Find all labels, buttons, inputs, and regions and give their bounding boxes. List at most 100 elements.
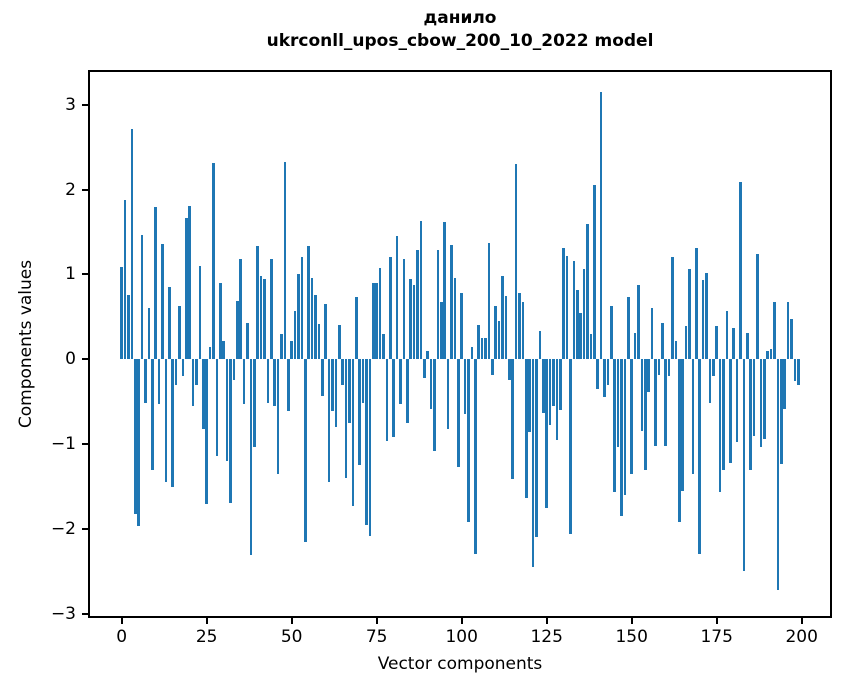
bar-component-132: [569, 359, 572, 535]
x-tick-label-150: 150: [615, 627, 648, 647]
bar-component-90: [426, 350, 430, 360]
x-axis-label: Vector components: [377, 654, 543, 674]
bar-component-172: [705, 272, 708, 360]
bar-component-125: [545, 359, 549, 508]
bar-component-19: [184, 217, 188, 360]
bar-component-68: [351, 359, 355, 507]
bar-component-136: [582, 269, 586, 360]
bar-component-157: [654, 359, 657, 446]
bar-component-11: [157, 359, 161, 405]
bar-component-118: [521, 302, 525, 360]
bar-component-164: [677, 359, 681, 523]
bar-component-91: [429, 359, 433, 410]
bar-component-122: [535, 359, 538, 538]
bar-component-103: [470, 346, 474, 360]
bar-component-129: [558, 359, 562, 411]
bar-component-196: [786, 301, 790, 360]
plot-area: [88, 70, 832, 618]
bar-component-18: [181, 359, 185, 377]
bar-component-94: [439, 302, 443, 360]
bar-component-179: [728, 359, 732, 463]
bar-component-193: [776, 359, 780, 590]
bar-component-199: [796, 359, 800, 385]
x-tick-mark-50: [290, 618, 293, 624]
bar-component-180: [732, 327, 736, 360]
bar-component-4: [133, 359, 137, 514]
bar-component-16: [174, 359, 178, 385]
bar-component-81: [395, 236, 399, 360]
bar-component-38: [249, 359, 253, 556]
bar-component-29: [218, 282, 222, 360]
y-tick-label-0: 0: [65, 349, 76, 370]
x-tick-mark-125: [545, 618, 548, 624]
bar-component-176: [718, 359, 722, 493]
bar-component-86: [412, 284, 416, 360]
bar-component-134: [575, 289, 579, 360]
bar-component-124: [541, 359, 545, 413]
bar-component-33: [232, 359, 236, 381]
bar-component-52: [297, 274, 300, 360]
bar-component-111: [497, 321, 501, 360]
bar-component-107: [484, 338, 487, 360]
bar-component-141: [599, 92, 603, 360]
bar-component-195: [783, 359, 787, 410]
bar-component-190: [766, 350, 770, 360]
bar-component-155: [647, 359, 651, 393]
bar-component-2: [127, 294, 130, 360]
bar-component-66: [344, 359, 348, 479]
bar-component-189: [762, 359, 766, 439]
x-tick-mark-150: [630, 618, 633, 624]
y-tick-label--1: −1: [50, 434, 76, 455]
bar-component-109: [490, 359, 494, 375]
y-tick-mark-2: [82, 188, 88, 191]
bar-component-100: [460, 293, 464, 360]
bar-component-149: [626, 297, 630, 360]
y-tick-label--3: −3: [50, 603, 76, 624]
bar-component-160: [664, 359, 668, 446]
bar-component-17: [178, 305, 181, 360]
bar-component-183: [742, 359, 746, 572]
bar-component-24: [201, 359, 205, 429]
bar-component-148: [623, 359, 627, 495]
bar-component-142: [603, 359, 606, 398]
bar-component-39: [252, 359, 256, 448]
bar-component-92: [433, 359, 436, 451]
bar-component-168: [691, 359, 695, 474]
bar-component-93: [436, 249, 440, 360]
bar-component-177: [722, 359, 725, 470]
bar-component-60: [324, 304, 328, 360]
bar-component-50: [290, 340, 294, 360]
bar-component-21: [191, 359, 195, 406]
x-tick-label-200: 200: [785, 627, 818, 647]
bar-component-150: [630, 359, 634, 474]
bar-component-184: [745, 332, 749, 360]
bar-component-186: [752, 359, 756, 436]
bar-component-69: [354, 297, 358, 360]
bar-component-67: [348, 359, 351, 423]
bar-component-126: [548, 359, 552, 426]
bar-component-85: [409, 278, 413, 360]
bar-component-117: [518, 293, 521, 360]
bar-component-83: [402, 259, 406, 360]
bar-component-46: [276, 359, 280, 474]
x-tick-label-75: 75: [365, 627, 388, 647]
bar-component-185: [749, 359, 753, 470]
x-tick-mark-175: [715, 618, 718, 624]
bar-component-37: [246, 322, 249, 360]
bar-component-162: [671, 256, 674, 360]
y-tick-mark--2: [82, 527, 88, 530]
bar-component-191: [769, 349, 773, 360]
bar-component-105: [477, 325, 481, 360]
bar-component-51: [293, 310, 297, 360]
bar-component-144: [609, 305, 613, 360]
bar-component-53: [300, 257, 304, 360]
bar-component-5: [137, 359, 141, 527]
bar-component-143: [606, 359, 610, 385]
bar-component-187: [756, 254, 759, 360]
chart-title-line1: данило: [423, 8, 497, 28]
x-tick-label-125: 125: [530, 627, 563, 647]
bar-component-63: [334, 359, 338, 428]
bar-component-166: [684, 326, 688, 360]
chart-title-line2: ukrconll_upos_cbow_200_10_2022 model: [266, 31, 654, 51]
x-tick-mark-100: [460, 618, 463, 624]
